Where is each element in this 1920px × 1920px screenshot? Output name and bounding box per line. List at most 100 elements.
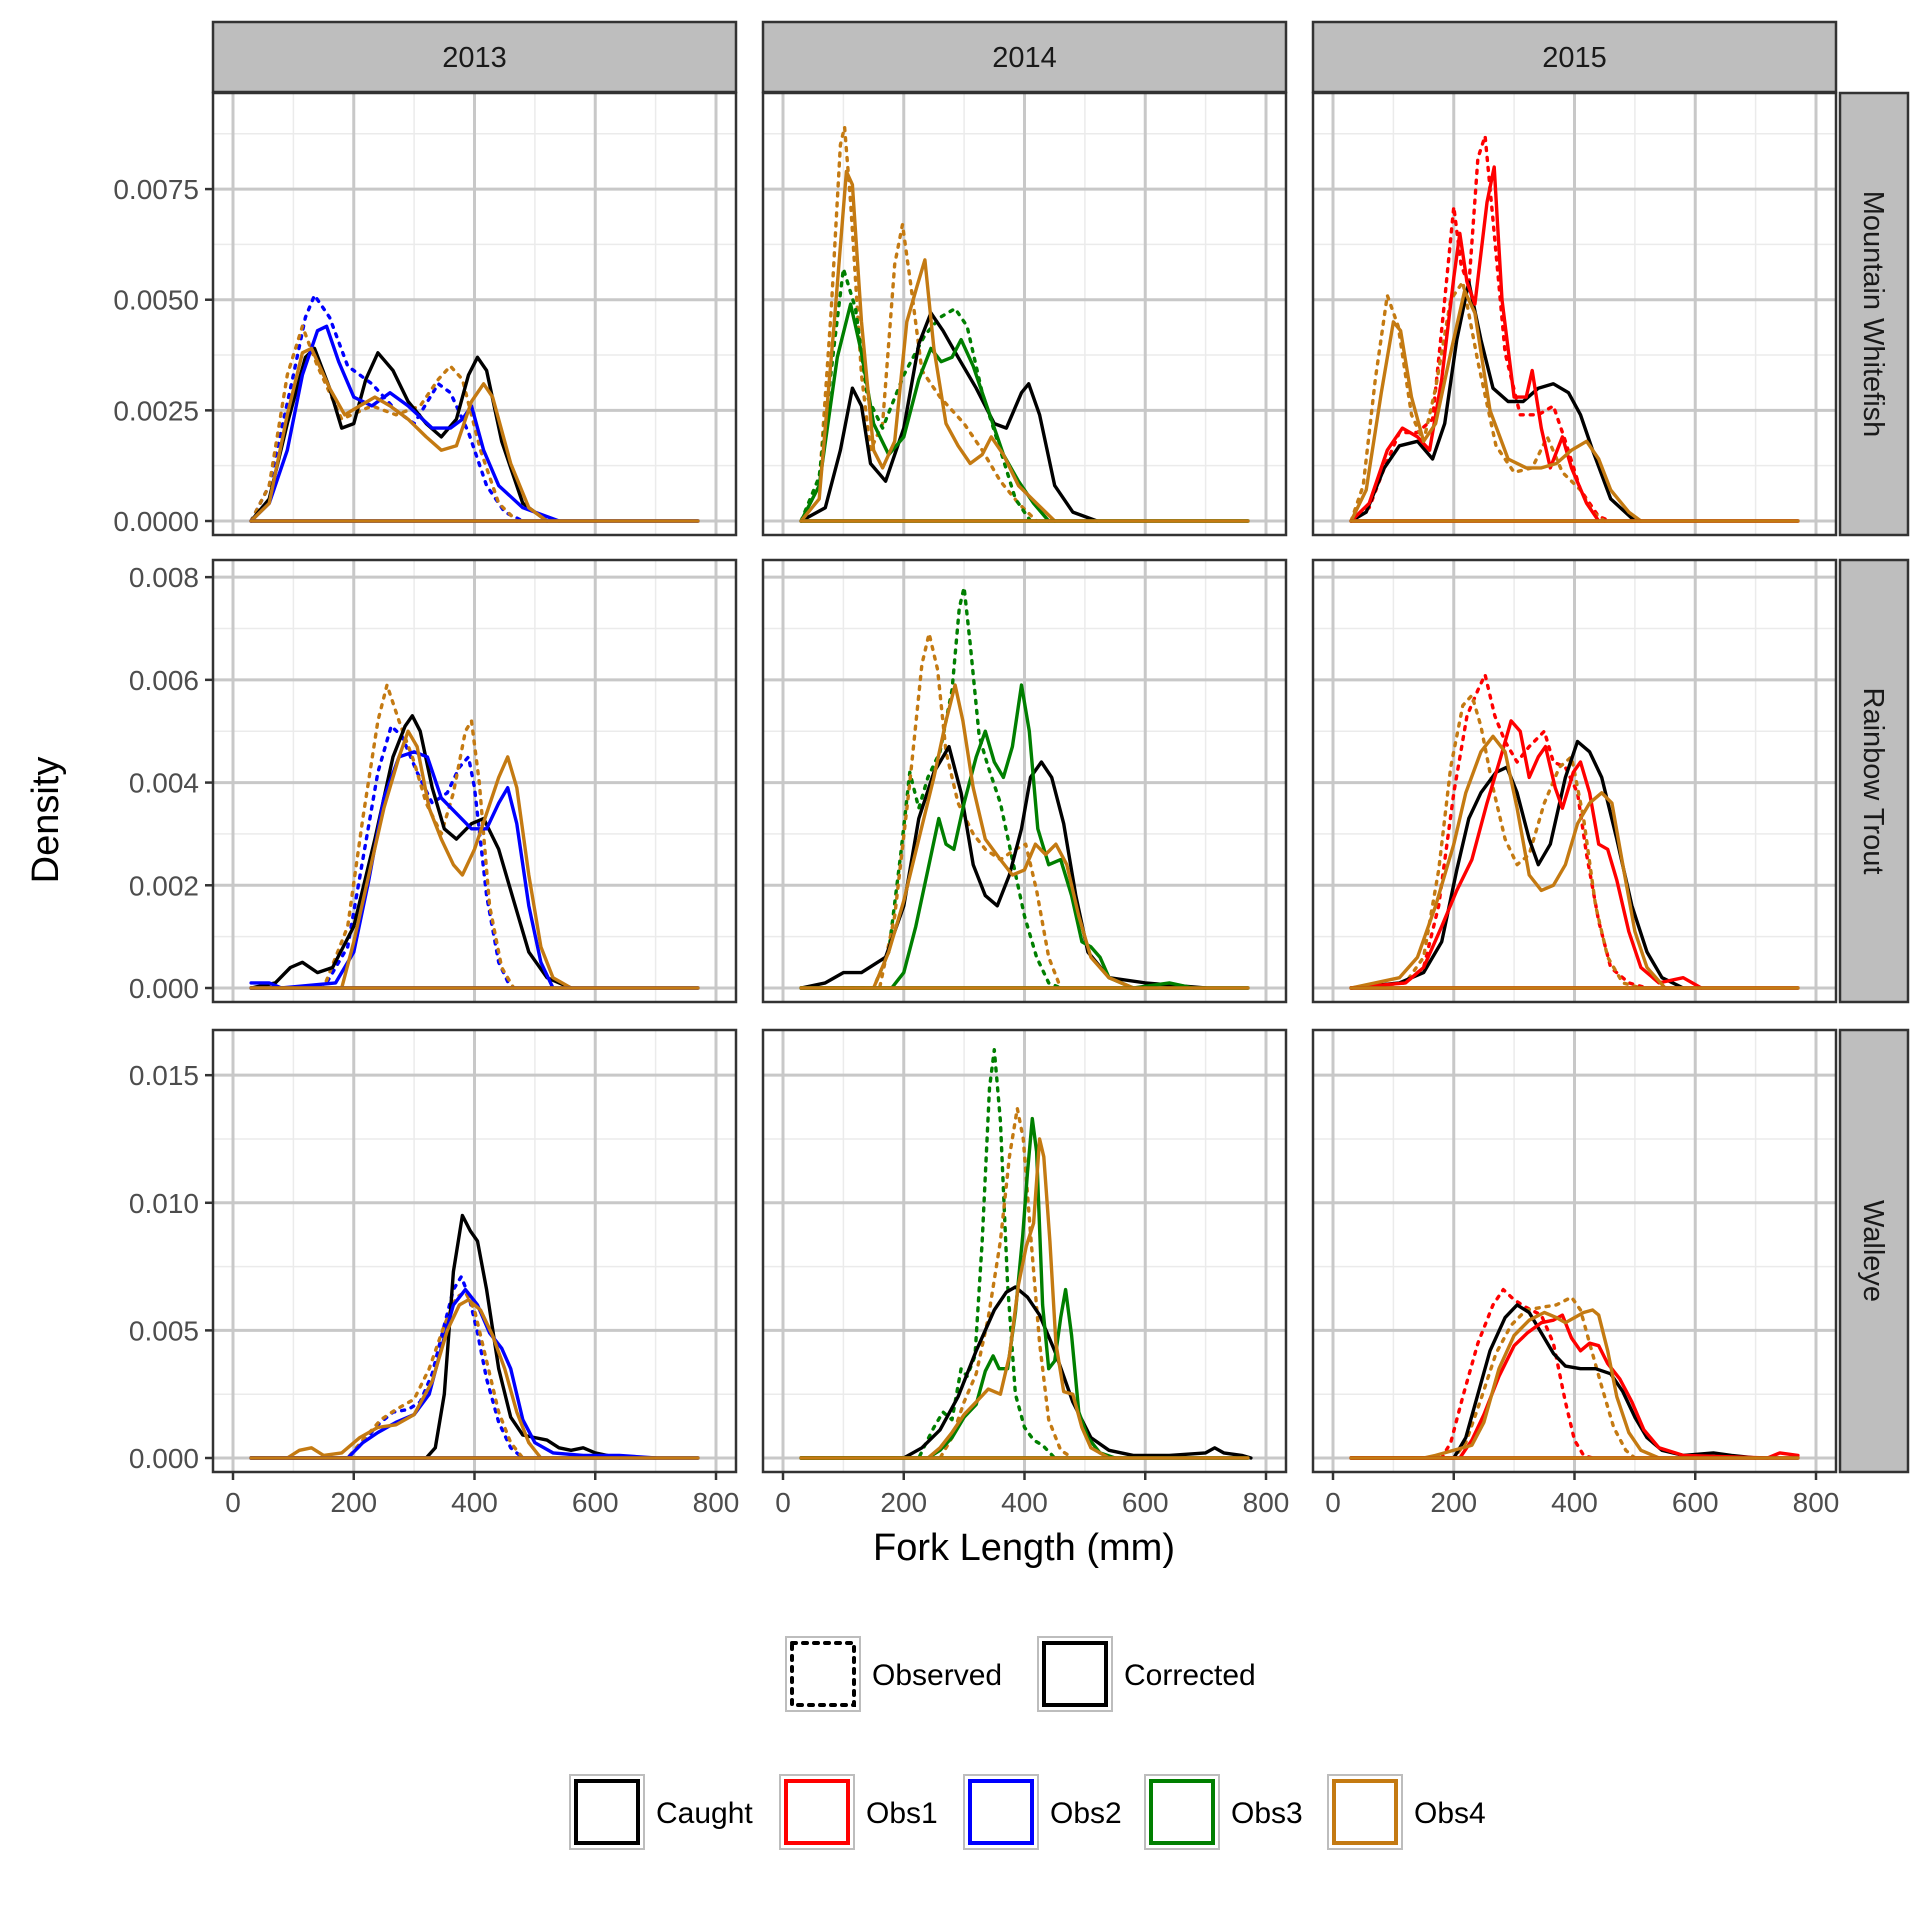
density-curve-obs2-corrected [249, 324, 561, 523]
density-curve-obs3-observed [799, 585, 1063, 990]
density-curve-obs4-corrected [1349, 289, 1643, 523]
column-strip-label: 2013 [442, 42, 507, 74]
legend-key-swatch [1042, 1641, 1108, 1707]
legend-key-bg [963, 1774, 1039, 1850]
legend-label: Corrected [1124, 1659, 1256, 1692]
column-strip-2014: 2014 [761, 20, 1288, 94]
y-tick-label: 0.008 [129, 562, 199, 593]
panel-curves [249, 1213, 700, 1460]
y-tick-label: 0.000 [129, 1443, 199, 1474]
column-strip-2015: 2015 [1311, 20, 1838, 94]
legend-item-obs2: Obs2 [963, 1774, 1122, 1850]
y-tick-label: 0.004 [129, 768, 199, 799]
row-strip-label: Mountain Whitefish [1857, 191, 1889, 438]
y-tick-label: 0.0075 [113, 174, 199, 205]
density-curve-obs1-corrected [1349, 719, 1703, 990]
legend: Observed Corrected Caught Obs1 Obs2 Obs3 Obs4 [569, 1636, 1486, 1850]
legend-key-bg [569, 1774, 645, 1850]
density-curve-obs3-observed [799, 1048, 1057, 1460]
density-curve-obs4-corrected [799, 1137, 1111, 1460]
legend-label: Observed [872, 1659, 1002, 1692]
density-curve-obs4-corrected [249, 729, 573, 990]
legend-label: Obs2 [1050, 1797, 1122, 1830]
density-curve-obs4-corrected [249, 346, 549, 523]
y-tick-label: 0.005 [129, 1315, 199, 1346]
panels-layer [211, 91, 1838, 1474]
density-curve-caught-corrected [799, 1285, 1253, 1460]
column-strip-2013: 2013 [211, 20, 738, 94]
density-curve-obs3-corrected [799, 683, 1196, 990]
density-curve-obs1-observed [1349, 673, 1649, 990]
x-tick-label: 600 [1122, 1487, 1169, 1518]
density-curve-obs4-observed [1349, 1295, 1637, 1460]
x-tick-label: 800 [1243, 1487, 1290, 1518]
axis-labels-layer: 2013 2014 2015 Mountain Whitefish Rainbow Tr… [113, 20, 1910, 1518]
panel-border [761, 558, 1288, 1004]
density-curve-obs4-corrected [249, 1298, 543, 1460]
y-tick-label: 0.000 [129, 973, 199, 1004]
panel-mountain-whitefish-2013 [211, 91, 738, 537]
density-curve-obs4-corrected [1349, 1308, 1661, 1460]
density-curve-obs3-observed [799, 267, 1033, 523]
legend-key-swatch [1332, 1779, 1398, 1845]
legend-label: Caught [656, 1797, 753, 1830]
row-strip-bg [1838, 91, 1910, 537]
density-curve-obs4-observed [1349, 280, 1607, 523]
density-curve-obs4-corrected [799, 169, 1057, 523]
density-curve-obs2-observed [249, 724, 513, 990]
y-tick-label: 0.002 [129, 870, 199, 901]
legend-label: Obs1 [866, 1797, 938, 1830]
density-curve-obs4-corrected [799, 683, 1135, 990]
x-tick-label: 200 [1430, 1487, 1477, 1518]
x-tick-label: 0 [225, 1487, 241, 1518]
panel-walleye-2014 [761, 1028, 1288, 1474]
legend-item-corrected: Corrected [1037, 1636, 1256, 1712]
density-curve-caught-corrected [249, 1213, 622, 1460]
density-curve-obs4-observed [1349, 693, 1643, 990]
density-curve-obs4-corrected [1349, 734, 1667, 990]
density-curve-obs2-corrected [249, 750, 555, 990]
y-tick-label: 0.0025 [113, 395, 199, 426]
panel-curves [1349, 1287, 1800, 1460]
density-curve-caught-corrected [249, 714, 573, 990]
y-tick-label: 0.0050 [113, 285, 199, 316]
legend-key-swatch [790, 1641, 856, 1707]
row-strip-mountain-whitefish: Mountain Whitefish [1838, 91, 1910, 537]
legend-item-caught: Caught [569, 1774, 753, 1850]
density-curve-caught-corrected [1349, 280, 1637, 523]
density-curve-obs1-observed [1349, 1287, 1595, 1460]
column-strip-bg [1311, 20, 1838, 94]
x-tick-label: 200 [330, 1487, 377, 1518]
panel-curves [1349, 134, 1800, 523]
row-strip-bg [1838, 558, 1910, 1004]
row-strip-rainbow-trout: Rainbow Trout [1838, 558, 1910, 1004]
x-tick-label: 0 [775, 1487, 791, 1518]
density-curve-obs1-corrected [1349, 165, 1601, 523]
x-axis-title: Fork Length (mm) [873, 1527, 1175, 1569]
legend-key-swatch [1149, 1779, 1215, 1845]
legend-key-swatch [968, 1779, 1034, 1845]
x-tick-label: 600 [1672, 1487, 1719, 1518]
legend-label: Obs4 [1414, 1797, 1486, 1830]
row-strip-label: Walleye [1857, 1200, 1889, 1302]
panel-rainbow-trout-2014 [761, 558, 1288, 1004]
panel-curves [799, 1048, 1253, 1460]
x-tick-label: 200 [880, 1487, 927, 1518]
column-strip-label: 2015 [1542, 42, 1607, 74]
panel-rainbow-trout-2013 [211, 558, 738, 1004]
y-axis-title: Density [25, 757, 67, 884]
legend-key-swatch [574, 1779, 640, 1845]
panel-curves [1349, 673, 1800, 990]
density-curve-obs1-observed [1349, 134, 1613, 523]
density-curve-obs4-observed [799, 125, 1039, 523]
legend-key-swatch [784, 1779, 850, 1845]
column-strip-bg [761, 20, 1288, 94]
column-strip-bg [211, 20, 738, 94]
legend-key-bg [1037, 1636, 1113, 1712]
y-tick-label: 0.010 [129, 1188, 199, 1219]
row-strip-bg [1838, 1028, 1910, 1474]
panel-mountain-whitefish-2014 [761, 91, 1288, 537]
legend-key-bg [1144, 1774, 1220, 1850]
legend-item-obs3: Obs3 [1144, 1774, 1303, 1850]
panel-walleye-2013 [211, 1028, 738, 1474]
